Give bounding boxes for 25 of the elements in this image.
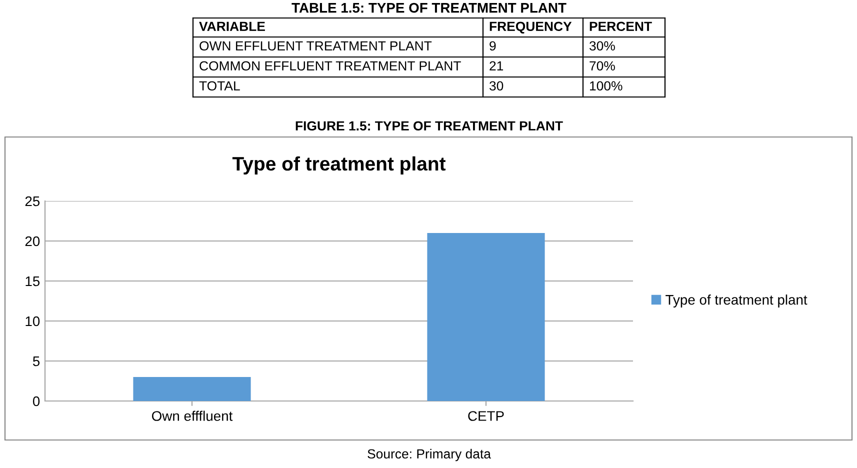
y-tick-label: 0 [32, 396, 40, 406]
text: COMMON EFFLUENT TREATMENT PLANT [200, 61, 461, 71]
x-tick-label: CETP [468, 411, 504, 421]
y-tick-label: 20 [25, 236, 40, 246]
text: OWN EFFLUENT TREATMENT PLANT [200, 41, 432, 51]
caption: FIGURE 1.5: TYPE OF TREATMENT PLANT [296, 121, 563, 131]
y-tick-label: 5 [32, 356, 40, 366]
chart-title: Type of treatment plant [232, 156, 446, 174]
legend-label: Type of treatment plant [666, 294, 808, 308]
text: TOTAL [199, 81, 240, 91]
y-tick-label: 10 [26, 316, 40, 326]
text: 30% [590, 41, 615, 51]
text: 21 [490, 61, 504, 70]
x-tick-label: Own efffluent [152, 410, 233, 421]
y-tick-label: 15 [26, 276, 40, 286]
text: 30 [490, 81, 504, 91]
text: VARIABLE [199, 22, 265, 31]
text: 100% [590, 81, 622, 91]
text: FREQUENCY [490, 22, 572, 34]
caption: TABLE 1.5: TYPE OF TREATMENT PLANT [292, 2, 566, 13]
y-tick-label: 25 [25, 196, 40, 206]
text: 9 [490, 41, 496, 51]
source-note: Source: Primary data [368, 448, 491, 462]
text: PERCENT [590, 22, 652, 32]
text: 70% [590, 61, 615, 71]
